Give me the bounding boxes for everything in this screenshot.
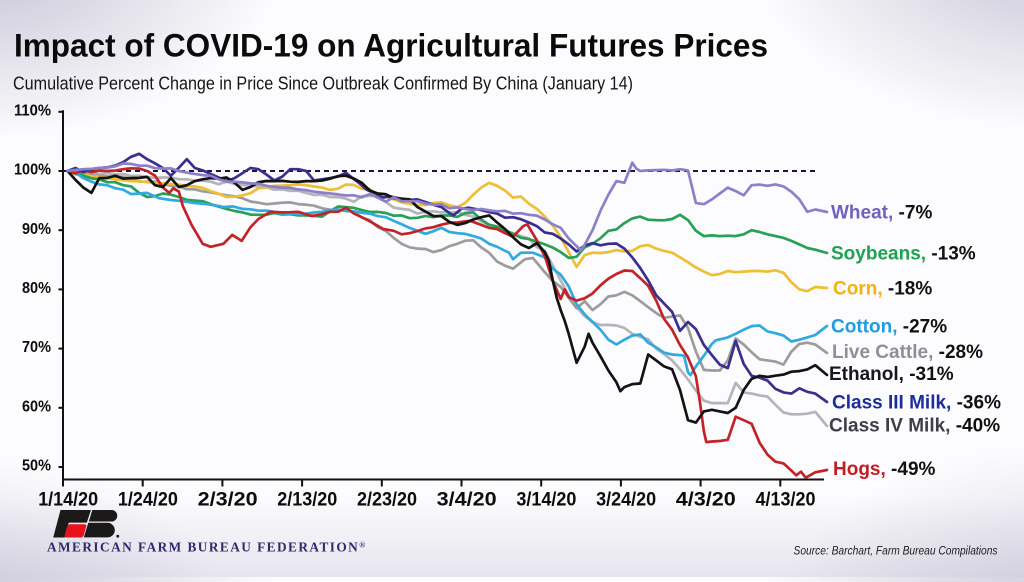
svg-text:Ethanol, -31%: Ethanol, -31% xyxy=(829,364,954,385)
svg-text:Cumulative Percent Change in P: Cumulative Percent Change in Price Since… xyxy=(13,74,633,94)
svg-text:Class IV Milk, -40%: Class IV Milk, -40% xyxy=(829,415,1000,436)
svg-text:50%: 50% xyxy=(22,458,51,475)
svg-text:100%: 100% xyxy=(14,162,51,179)
svg-text:Class III Milk, -36%: Class III Milk, -36% xyxy=(832,393,1001,414)
svg-text:Source: Barchart, Farm Bureau: Source: Barchart, Farm Bureau Compilatio… xyxy=(794,544,998,558)
svg-text:3/24/20: 3/24/20 xyxy=(596,490,656,511)
svg-text:AMERICAN FARM BUREAU FEDERATIO: AMERICAN FARM BUREAU FEDERATION® xyxy=(47,540,367,555)
svg-text:2/3/20: 2/3/20 xyxy=(198,490,258,511)
svg-text:Hogs, -49%: Hogs, -49% xyxy=(833,459,936,480)
svg-text:2/23/20: 2/23/20 xyxy=(357,490,417,511)
svg-text:Impact of COVID-19 on Agricult: Impact of COVID-19 on Agricultural Futur… xyxy=(14,28,768,64)
svg-text:60%: 60% xyxy=(22,398,51,415)
svg-text:1/24/20: 1/24/20 xyxy=(118,490,178,511)
svg-text:3/14/20: 3/14/20 xyxy=(516,490,576,511)
svg-text:Live Cattle, -28%: Live Cattle, -28% xyxy=(832,342,983,363)
svg-text:4/13/20: 4/13/20 xyxy=(756,490,816,511)
svg-text:1/14/20: 1/14/20 xyxy=(38,490,98,511)
svg-text:Corn, -18%: Corn, -18% xyxy=(833,279,932,300)
svg-text:90%: 90% xyxy=(22,221,51,238)
svg-text:110%: 110% xyxy=(14,102,51,119)
svg-text:80%: 80% xyxy=(22,280,51,297)
svg-text:Cotton, -27%: Cotton, -27% xyxy=(831,317,947,338)
svg-text:Wheat, -7%: Wheat, -7% xyxy=(831,203,932,224)
svg-text:4/3/20: 4/3/20 xyxy=(676,490,736,511)
svg-text:70%: 70% xyxy=(22,339,51,356)
svg-text:3/4/20: 3/4/20 xyxy=(437,490,497,511)
svg-text:2/13/20: 2/13/20 xyxy=(277,490,337,511)
svg-text:Soybeans, -13%: Soybeans, -13% xyxy=(831,244,976,265)
